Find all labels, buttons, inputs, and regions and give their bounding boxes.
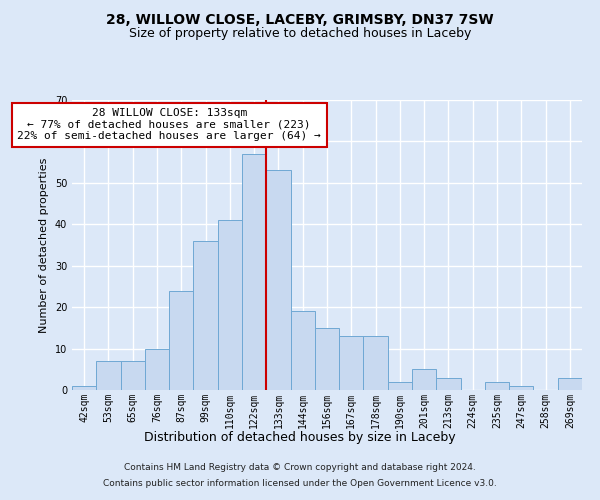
Bar [388, 382, 412, 390]
Bar [193, 241, 218, 390]
Text: Size of property relative to detached houses in Laceby: Size of property relative to detached ho… [129, 28, 471, 40]
Bar [485, 382, 509, 390]
Bar [72, 386, 96, 390]
Bar [558, 378, 582, 390]
Bar [339, 336, 364, 390]
Bar [218, 220, 242, 390]
Bar [242, 154, 266, 390]
Bar [412, 370, 436, 390]
Bar [121, 361, 145, 390]
Y-axis label: Number of detached properties: Number of detached properties [39, 158, 49, 332]
Bar [315, 328, 339, 390]
Bar [145, 348, 169, 390]
Bar [96, 361, 121, 390]
Bar [266, 170, 290, 390]
Bar [169, 290, 193, 390]
Bar [509, 386, 533, 390]
Bar [364, 336, 388, 390]
Text: Contains HM Land Registry data © Crown copyright and database right 2024.: Contains HM Land Registry data © Crown c… [124, 464, 476, 472]
Bar [290, 312, 315, 390]
Text: 28 WILLOW CLOSE: 133sqm
← 77% of detached houses are smaller (223)
22% of semi-d: 28 WILLOW CLOSE: 133sqm ← 77% of detache… [17, 108, 321, 142]
Text: Distribution of detached houses by size in Laceby: Distribution of detached houses by size … [144, 431, 456, 444]
Text: 28, WILLOW CLOSE, LACEBY, GRIMSBY, DN37 7SW: 28, WILLOW CLOSE, LACEBY, GRIMSBY, DN37 … [106, 12, 494, 26]
Bar [436, 378, 461, 390]
Text: Contains public sector information licensed under the Open Government Licence v3: Contains public sector information licen… [103, 478, 497, 488]
